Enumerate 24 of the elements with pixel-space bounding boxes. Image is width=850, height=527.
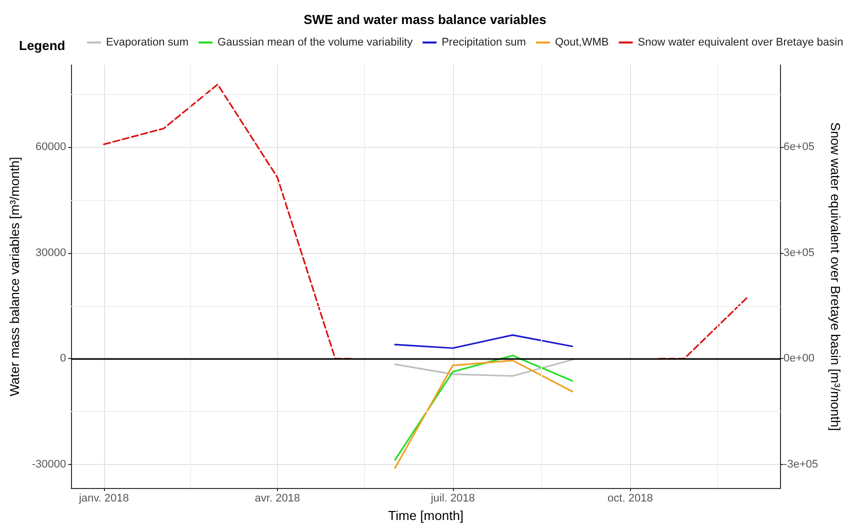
y2-tick-label: 0e+00 [784, 352, 814, 365]
legend-label: Qout,WMB [554, 36, 609, 48]
line-series [394, 334, 574, 349]
legend-label: Gaussian mean of the volume variability [218, 36, 414, 48]
x-axis-title: Time [month] [388, 508, 464, 523]
legend-title: Legend [19, 38, 66, 53]
line-series [394, 358, 574, 377]
chart-title: SWE and water mass balance variables [304, 12, 546, 27]
y2-tick-label: -3e+05 [784, 458, 818, 470]
x-tick-label: oct. 2018 [608, 492, 653, 505]
y2-tick-label: 6e+05 [784, 141, 814, 154]
y-tick-label: -30000 [32, 458, 66, 470]
x-tick-label: juil. 2018 [430, 492, 475, 505]
y2-axis-title: Snow water equivalent over Bretaye basin [m³/month] [828, 122, 843, 431]
legend-label: Snow water equivalent over Bretaye basin [638, 36, 844, 48]
y-axis-title: Water mass balance variables [m³/month] [7, 156, 22, 396]
x-tick-label: janv. 2018 [78, 492, 129, 505]
x-tick-label: avr. 2018 [254, 492, 300, 505]
legend-label: Precipitation sum [442, 36, 526, 48]
legend-label: Evaporation sum [106, 36, 189, 48]
y-tick-label: 0 [60, 352, 66, 365]
y-tick-label: 60000 [36, 141, 66, 154]
y2-tick-label: 3e+05 [784, 246, 814, 259]
y-tick-label: 30000 [36, 246, 66, 259]
